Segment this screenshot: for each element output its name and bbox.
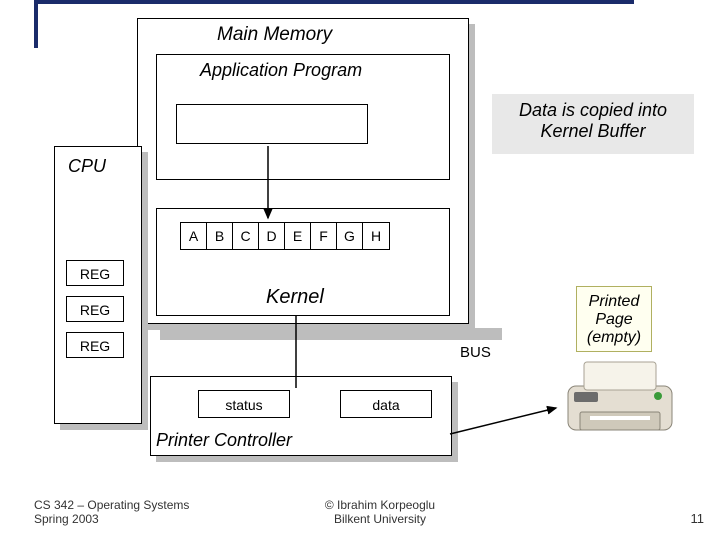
postit-line3: (empty) (587, 329, 641, 346)
footer-term: Spring 2003 (34, 512, 99, 526)
printer-icon (560, 356, 680, 444)
cpu-label: CPU (68, 156, 106, 177)
postit-line1: Printed (589, 293, 640, 310)
postit-line2: Page (595, 311, 632, 328)
frame-top (34, 0, 634, 4)
kernel-label: Kernel (266, 286, 324, 309)
footer-mid: © Ibrahim Korpeoglu Bilkent University (280, 498, 480, 526)
app-program-label: Application Program (200, 60, 362, 81)
printer-controller-label: Printer Controller (156, 430, 292, 451)
reg-box: REG (66, 332, 124, 358)
reg-box: REG (66, 296, 124, 322)
printed-page-note: Printed Page (empty) (576, 286, 652, 352)
kernel-cell: A (181, 223, 207, 249)
main-memory-label: Main Memory (217, 24, 332, 46)
kernel-cell: D (259, 223, 285, 249)
frame-left (34, 0, 38, 48)
app-inner-box (176, 104, 368, 144)
annotation-box: Data is copied into Kernel Buffer (492, 94, 694, 154)
footer-university: Bilkent University (334, 512, 426, 526)
kernel-cell: H (363, 223, 389, 249)
kernel-cell: F (311, 223, 337, 249)
kernel-cell: B (207, 223, 233, 249)
footer-copyright: © Ibrahim Korpeoglu (325, 498, 435, 512)
reg-box: REG (66, 260, 124, 286)
annotation-line2: Kernel Buffer (540, 121, 645, 141)
kernel-cell: G (337, 223, 363, 249)
bus-label: BUS (460, 344, 491, 361)
annotation-line1: Data is copied into (519, 100, 667, 120)
kernel-cells: ABCDEFGH (180, 222, 390, 250)
kernel-cell: C (233, 223, 259, 249)
kernel-cell: E (285, 223, 311, 249)
bus-bar (160, 328, 502, 340)
footer-left: CS 342 – Operating Systems Spring 2003 (34, 498, 189, 526)
footer-course: CS 342 – Operating Systems (34, 498, 189, 512)
status-cell: status (198, 390, 290, 418)
page-number: 11 (691, 511, 705, 526)
data-cell: data (340, 390, 432, 418)
